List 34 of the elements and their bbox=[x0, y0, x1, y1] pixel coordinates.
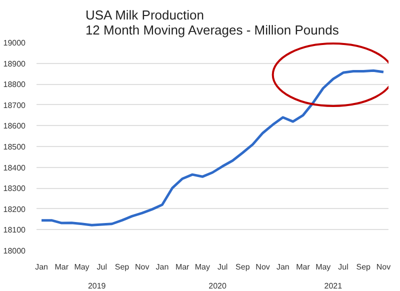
x-tick-label: Nov bbox=[256, 262, 270, 272]
x-tick-label: Mar bbox=[175, 262, 190, 272]
y-tick-label: 18200 bbox=[3, 204, 26, 214]
text: 2020 bbox=[208, 282, 227, 290]
chart-title: USA Milk Production 12 Month Moving Averages - Million Pounds bbox=[85, 8, 340, 38]
x-tick-label: Jan bbox=[156, 262, 169, 272]
x-tick-label: May bbox=[316, 262, 331, 272]
y-tick-label: 18400 bbox=[3, 163, 26, 172]
y-tick-label: 18300 bbox=[3, 184, 26, 194]
line-series bbox=[40, 69, 385, 226]
x-tick-label: Jul bbox=[338, 262, 349, 272]
x-tick-label: Nov bbox=[376, 262, 391, 272]
x-tick-label: Jan bbox=[276, 262, 290, 272]
x-tick-label: Sep bbox=[236, 262, 250, 272]
x-tick-label: Sep bbox=[356, 262, 372, 272]
y-tick-label: 19000 bbox=[3, 38, 26, 48]
x-tick-label: Jan bbox=[35, 262, 48, 272]
text: 2019 bbox=[88, 282, 106, 290]
y-tick-label: 18900 bbox=[3, 59, 26, 68]
x-tick-label: Jul bbox=[96, 262, 108, 272]
y-tick-label: 18800 bbox=[3, 80, 26, 90]
x-tick-label: Nov bbox=[134, 262, 150, 272]
y-tick-label: 18700 bbox=[3, 100, 26, 110]
text: 2021 bbox=[324, 282, 343, 290]
y-tick-label: 18100 bbox=[3, 226, 26, 235]
y-tick-label: 18500 bbox=[3, 142, 26, 152]
x-tick-label: Mar bbox=[54, 262, 69, 272]
y-tick-label: 18000 bbox=[3, 246, 26, 256]
x-tick-label: May bbox=[194, 262, 210, 272]
y-tick-label: 18600 bbox=[3, 122, 26, 131]
x-tick-label: Jul bbox=[217, 262, 228, 272]
x-tick-label: Sep bbox=[114, 262, 130, 272]
x-tick-label: Mar bbox=[296, 262, 310, 272]
x-tick-label: May bbox=[74, 262, 90, 272]
